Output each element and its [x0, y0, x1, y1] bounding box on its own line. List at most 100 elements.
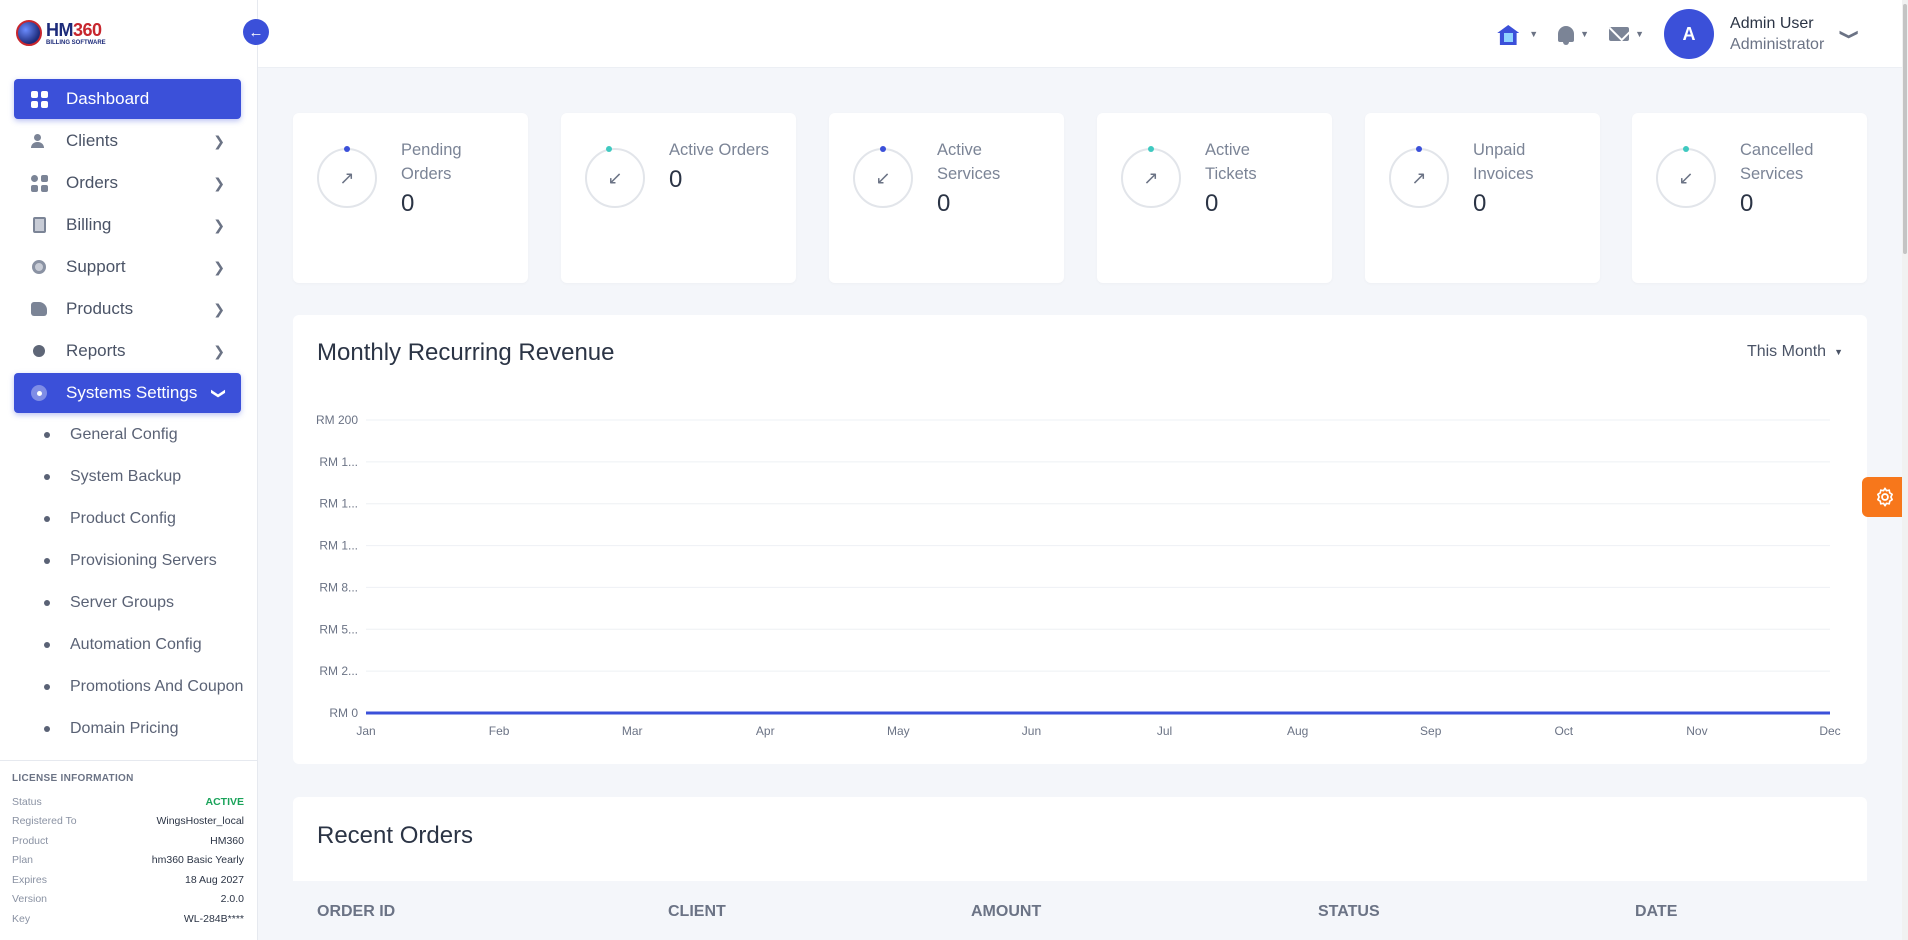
submenu-item-provisioning-servers[interactable]: Provisioning Servers: [44, 540, 244, 582]
license-key: Registered To: [12, 815, 77, 828]
license-key: Product: [12, 834, 49, 847]
stat-card-active-tickets[interactable]: ↗ Active Tickets 0: [1097, 113, 1332, 283]
page-scrollbar[interactable]: [1902, 0, 1908, 940]
sidebar-item-label: Systems Settings: [66, 383, 198, 402]
bullet-icon: [44, 432, 50, 438]
submenu-item-automation-config[interactable]: Automation Config: [44, 624, 244, 666]
theme-settings-button[interactable]: [1862, 477, 1908, 517]
license-value: HM360: [210, 834, 244, 847]
column-header-order-id[interactable]: ORDER ID: [317, 903, 396, 920]
chevron-right-icon: ❯: [213, 174, 225, 191]
submenu-item-server-groups[interactable]: Server Groups: [44, 582, 244, 624]
user-menu[interactable]: Admin User Administrator: [1730, 15, 1824, 54]
arrow-down-left-icon: ↙: [607, 167, 623, 188]
sidebar-item-dashboard[interactable]: Dashboard: [14, 79, 241, 119]
chevron-down-icon[interactable]: ❯: [1840, 28, 1862, 40]
messages-button[interactable]: ▼: [1609, 27, 1644, 41]
sidebar-item-label: Clients: [66, 131, 118, 150]
brand-tagline: BILLING SOFTWARE: [46, 39, 106, 46]
license-value: 2.0.0: [220, 893, 244, 906]
x-tick-label: Apr: [756, 724, 775, 738]
stat-card-unpaid-invoices[interactable]: ↗ Unpaid Invoices 0: [1365, 113, 1600, 283]
column-header-date[interactable]: DATE: [1635, 903, 1678, 920]
stat-value: 0: [1473, 190, 1487, 217]
orders-table-header: ORDER ID CLIENT AMOUNT STATUS DATE: [293, 881, 1867, 940]
column-header-client[interactable]: CLIENT: [668, 903, 726, 920]
chevron-down-icon: ❯: [211, 387, 228, 399]
column-header-status[interactable]: STATUS: [1318, 903, 1380, 920]
stat-value: 0: [669, 166, 683, 193]
license-row-key: Key WL-284B****: [12, 909, 244, 929]
brand-logo[interactable]: HM360 BILLING SOFTWARE: [16, 20, 106, 46]
license-key: Version: [12, 893, 48, 906]
stat-label: Active Services: [937, 141, 1001, 183]
submenu-label: Promotions And Coupons: [70, 678, 244, 695]
bullet-icon: [44, 642, 50, 648]
avatar[interactable]: A: [1664, 9, 1715, 59]
support-icon: [30, 258, 48, 276]
gauge-icon: ↙: [1656, 146, 1716, 208]
house-icon: [1495, 21, 1523, 47]
sidebar-item-systems-settings[interactable]: Systems Settings ❯: [14, 373, 241, 413]
x-tick-label: May: [887, 724, 910, 738]
submenu-item-system-backup[interactable]: System Backup: [44, 456, 244, 498]
submenu-item-domain-pricing[interactable]: Domain Pricing: [44, 708, 244, 750]
arrow-left-icon: ←: [248, 23, 264, 41]
settings-icon: [30, 384, 48, 402]
submenu-label: Provisioning Servers: [70, 552, 217, 569]
sidebar-item-products[interactable]: Products ❯: [14, 289, 241, 329]
license-title: LICENSE INFORMATION: [12, 773, 134, 784]
sidebar-item-label: Dashboard: [66, 89, 150, 108]
stat-card-active-services[interactable]: ↙ Active Services 0: [829, 113, 1064, 283]
revenue-title: Monthly Recurring Revenue: [317, 339, 615, 366]
stat-card-pending-orders[interactable]: ↗ Pending Orders 0: [293, 113, 528, 283]
x-tick-label: Aug: [1287, 724, 1308, 738]
y-tick-label: RM 1...: [319, 455, 358, 469]
stat-card-active-orders[interactable]: ↙ Active Orders 0: [561, 113, 796, 283]
x-tick-label: Dec: [1819, 724, 1840, 738]
license-row-expires: Expires 18 Aug 2027: [12, 870, 244, 890]
license-value: hm360 Basic Yearly: [151, 854, 244, 867]
stat-label: Unpaid Invoices: [1473, 141, 1534, 183]
sidebar-item-orders[interactable]: Orders ❯: [14, 163, 241, 203]
caret-down-icon: ▼: [1580, 29, 1590, 39]
sidebar-collapse-button[interactable]: ←: [243, 19, 269, 45]
stat-card-cancelled-services[interactable]: ↙ Cancelled Services 0: [1632, 113, 1867, 283]
submenu-item-product-config[interactable]: Product Config: [44, 498, 244, 540]
arrow-up-right-icon: ↗: [339, 167, 355, 188]
y-tick-label: RM 8...: [319, 580, 358, 594]
sidebar-item-reports[interactable]: Reports ❯: [14, 331, 241, 371]
sidebar-item-billing[interactable]: Billing ❯: [14, 205, 241, 245]
gauge-icon: ↗: [317, 146, 377, 208]
revenue-panel: Monthly Recurring Revenue This Month ▼ R…: [293, 315, 1867, 764]
x-tick-label: Jun: [1022, 724, 1041, 738]
period-dropdown[interactable]: This Month ▼: [1747, 343, 1843, 361]
license-row-registered: Registered To WingsHoster_local: [12, 812, 244, 832]
column-header-amount[interactable]: AMOUNT: [971, 903, 1042, 920]
settings-submenu: General Config System Backup Product Con…: [44, 414, 244, 750]
brand-name-b: 360: [73, 19, 102, 40]
license-key: Expires: [12, 873, 48, 886]
y-tick-label: RM 0: [329, 706, 358, 720]
products-icon: [30, 300, 48, 318]
revenue-line-chart: RM 200 RM 1... RM 1... RM 1... RM 8... RM 5..…: [316, 413, 1841, 738]
recent-orders-panel: Recent Orders ORDER ID CLIENT AMOUNT STA…: [293, 797, 1867, 940]
stat-value: 0: [401, 190, 415, 217]
y-tick-label: RM 200: [316, 413, 358, 427]
notifications-button[interactable]: ▼: [1558, 26, 1590, 45]
sidebar-item-support[interactable]: Support ❯: [14, 247, 241, 287]
sidebar-item-clients[interactable]: Clients ❯: [14, 121, 241, 161]
submenu-item-promotions[interactable]: Promotions And Coupons: [44, 666, 244, 708]
storefront-menu-button[interactable]: ▼: [1495, 21, 1538, 47]
submenu-item-general-config[interactable]: General Config: [44, 414, 244, 456]
license-row-status: Status ACTIVE: [12, 792, 244, 812]
user-role: Administrator: [1730, 35, 1825, 53]
sidebar-item-label: Reports: [66, 341, 126, 360]
license-row-plan: Plan hm360 Basic Yearly: [12, 851, 244, 871]
gauge-icon: ↗: [1389, 146, 1449, 208]
bullet-icon: [44, 684, 50, 690]
arrow-up-right-icon: ↗: [1411, 167, 1427, 188]
orders-grid-icon: [30, 174, 48, 192]
chevron-right-icon: ❯: [213, 342, 225, 359]
clients-icon: [30, 132, 48, 150]
